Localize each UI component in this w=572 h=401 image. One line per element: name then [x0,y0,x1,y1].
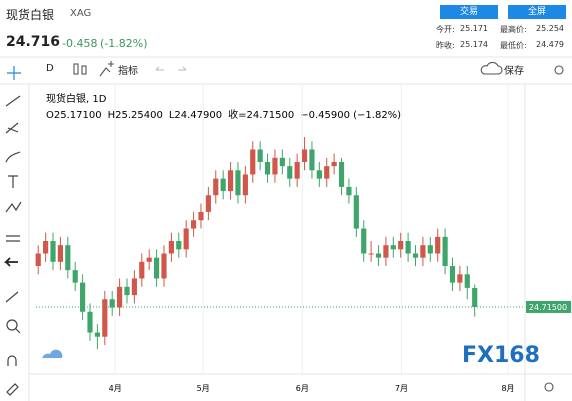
candle-body [131,278,137,296]
candle-body [161,253,167,279]
chart-legend-title: 现货白银, 1D [46,92,107,105]
candle-body [213,178,219,196]
candle-body [94,332,100,337]
candle-body [35,253,41,266]
price: 24.716 [6,34,61,50]
candle-body [250,149,256,175]
ohlc-value: H25.25400 [108,110,163,121]
candle-body [43,241,49,254]
x-tick-label: 7月 [395,384,408,393]
candle-body [153,257,160,279]
watermark: FX168 [462,343,540,368]
candle-body [117,286,123,308]
candle-body [301,149,308,162]
candle-body [464,274,470,288]
candle-body [346,186,352,196]
ohlc-legend: O25.17100 H25.25400 L24.47900 收=24.71500 −0.… [46,108,401,121]
save[interactable]: 保存 [504,66,524,77]
candle-body [361,228,367,254]
candle-body [442,236,448,266]
top-toolbar[interactable] [73,61,564,392]
left-toolbar[interactable] [3,66,22,396]
ohlc-value: O25.17100 [46,110,102,121]
candle-body [146,257,152,262]
candle-body [294,161,300,179]
stat-value: 25.254 [536,24,564,33]
candle-body [427,245,433,254]
x-tick-label: 8月 [501,384,514,393]
candle-body [124,286,130,296]
candle-body [353,195,359,229]
x-tick-label: 4月 [109,384,122,393]
candle-body [235,170,241,196]
candle-body [420,245,426,258]
candle-body [449,265,456,283]
stat-label: 最低价: [500,41,527,50]
candle-body [272,157,278,175]
title: 现货白银 [6,8,55,22]
stat-value: 24.479 [536,40,564,49]
candle-body [205,195,211,212]
candle-body [264,161,271,175]
indicators[interactable]: 指标 [118,66,138,77]
candle-body [287,166,293,179]
ohlc-value: 收=24.71500 [228,108,294,121]
change-pct: (-1.82%) [100,37,148,50]
candle-body [338,161,345,187]
candle-body [183,228,189,250]
x-tick-label: 6月 [296,384,309,393]
candle-body [472,287,478,307]
candle-body [279,157,285,167]
candle-body [198,211,204,221]
candle-body [457,274,463,283]
stat-label: 最高价: [500,25,527,34]
candle-body [102,299,108,337]
candle-body [375,253,382,258]
candle-body [168,241,174,254]
candle-body [383,245,389,258]
x-tick-label: 5月 [197,384,210,393]
candle-body [390,245,396,250]
trade-button[interactable]: 交易 [440,5,498,19]
stat-value: 25.174 [460,40,488,49]
candle-body [398,241,404,250]
symbol: XAG [70,8,92,19]
ohlc-value: L24.47900 [169,110,222,121]
cloud-icon [41,349,63,360]
candle-body [190,220,197,229]
candle-body [57,245,64,262]
candle-body [412,253,419,258]
candle-body [435,236,441,254]
candle-body [368,253,374,255]
stat-value: 25.171 [460,24,488,33]
candle-body [331,161,337,167]
candle-body [50,241,56,262]
candle-body [109,299,115,308]
candle-body [87,311,93,333]
candle-body [72,270,78,283]
candle-body [316,170,322,179]
candle-body [309,149,315,171]
interval[interactable]: D [46,63,54,74]
fullscreen-button[interactable]: 全屏 [508,5,566,19]
candle-body [242,174,248,196]
stat-label: 今开: [436,25,455,34]
candle-body [227,170,234,192]
stat-label: 昨收: [436,41,455,50]
last-price-box [526,300,571,313]
change: -0.458 [62,37,98,50]
candle-body [257,149,263,162]
candle-body [324,166,330,179]
candle-body [176,241,182,250]
ohlc-value: −0.45900 (−1.82%) [300,110,401,121]
candle-body [139,261,145,279]
candle-body [220,178,226,192]
candle-body [65,245,71,271]
candle-body [405,241,411,254]
candle-body [80,282,86,312]
last-price-label: 24.71500 [529,303,567,312]
